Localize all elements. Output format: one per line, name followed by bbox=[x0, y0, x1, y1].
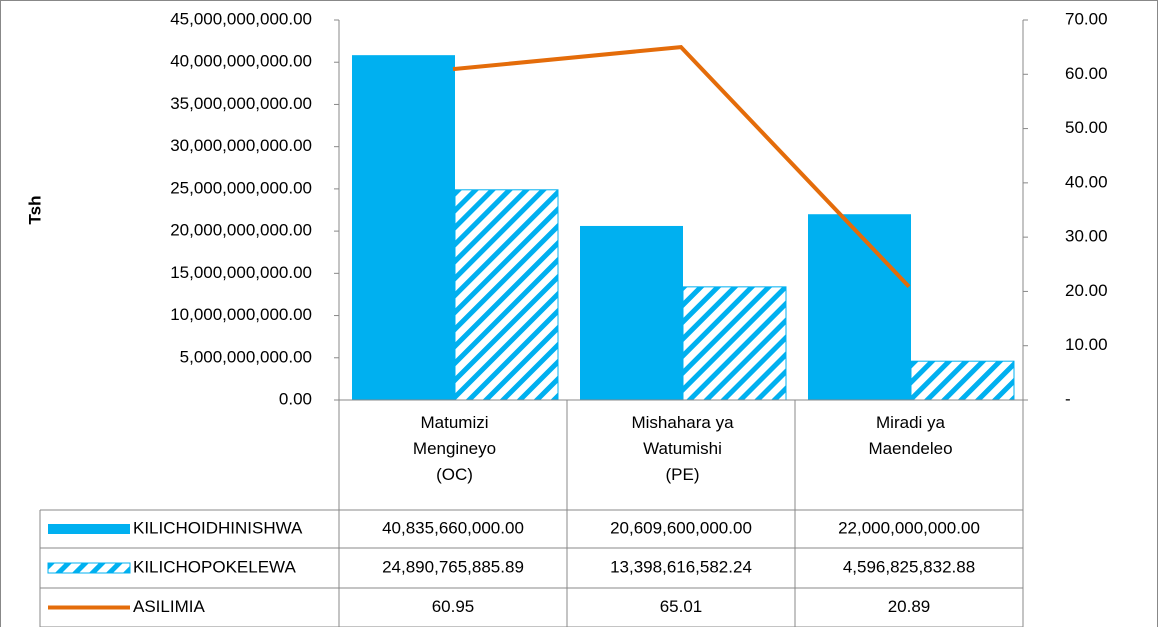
y2-tick-label: 70.00 bbox=[1065, 9, 1108, 28]
legend-label: ASILIMIA bbox=[133, 597, 205, 616]
category-label: Miradi ya Maendeleo bbox=[868, 413, 953, 458]
legend-key bbox=[48, 524, 130, 534]
y-axis-label: Tsh bbox=[25, 196, 44, 225]
y2-tick-label: 40.00 bbox=[1065, 172, 1108, 191]
y-tick-label: 15,000,000,000.00 bbox=[170, 263, 312, 282]
bar bbox=[910, 360, 1015, 401]
category-label: Mishahara ya Watumishi (PE) bbox=[631, 413, 734, 484]
category-label: Matumizi Mengineyo (OC) bbox=[412, 413, 497, 484]
y-tick-label: 0.00 bbox=[279, 389, 312, 408]
table-cell: 20,609,600,000.00 bbox=[610, 518, 752, 537]
y2-tick-label: 10.00 bbox=[1065, 335, 1108, 354]
y-tick-label: 5,000,000,000.00 bbox=[180, 347, 312, 366]
table-cell: 40,835,660,000.00 bbox=[382, 518, 524, 537]
legend-label: KILICHOPOKELEWA bbox=[133, 557, 296, 576]
y-tick-label: 45,000,000,000.00 bbox=[170, 9, 312, 28]
y-tick-label: 25,000,000,000.00 bbox=[170, 178, 312, 197]
table-cell: 13,398,616,582.24 bbox=[610, 557, 752, 576]
y2-tick-label: - bbox=[1065, 389, 1071, 408]
table-cell: 24,890,765,885.89 bbox=[382, 557, 524, 576]
y-tick-label: 20,000,000,000.00 bbox=[170, 221, 312, 240]
y-tick-label: 10,000,000,000.00 bbox=[170, 305, 312, 324]
legend-key bbox=[47, 562, 131, 574]
table-cell: 4,596,825,832.88 bbox=[843, 557, 975, 576]
bar bbox=[808, 214, 911, 400]
y2-tick-label: 50.00 bbox=[1065, 118, 1108, 137]
table-cell: 22,000,000,000.00 bbox=[838, 518, 980, 537]
bar bbox=[352, 55, 455, 401]
bar bbox=[682, 286, 787, 401]
y2-tick-label: 60.00 bbox=[1065, 64, 1108, 83]
table-cell: 20.89 bbox=[888, 597, 931, 616]
legend-label: KILICHOIDHINISHWA bbox=[133, 518, 303, 537]
table-cell: 65.01 bbox=[660, 597, 703, 616]
line-series bbox=[452, 45, 911, 288]
table-cell: 60.95 bbox=[432, 597, 475, 616]
bar bbox=[454, 189, 559, 401]
y-tick-label: 35,000,000,000.00 bbox=[170, 94, 312, 113]
y-tick-label: 30,000,000,000.00 bbox=[170, 136, 312, 155]
y2-tick-label: 20.00 bbox=[1065, 281, 1108, 300]
y2-tick-label: 30.00 bbox=[1065, 227, 1108, 246]
bar bbox=[580, 225, 683, 400]
y-tick-label: 40,000,000,000.00 bbox=[170, 52, 312, 71]
